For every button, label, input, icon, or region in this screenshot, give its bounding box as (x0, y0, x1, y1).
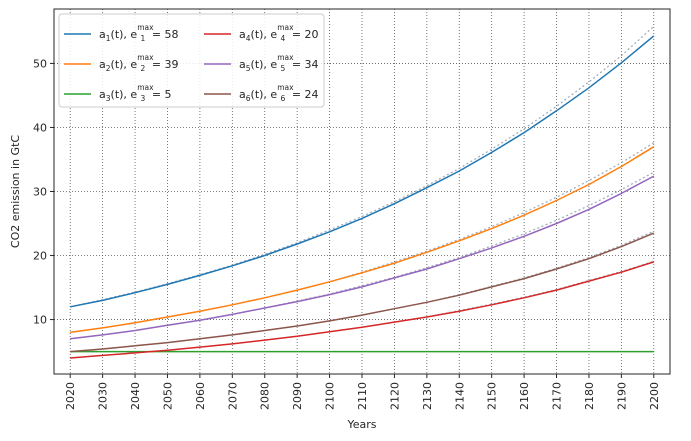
x-tick-label-2200: 2200 (648, 382, 661, 410)
legend: a1(t), emax 1 = 58 a2(t), emax 2 = 39 a3(t),… (58, 13, 325, 108)
series-line-1 (70, 35, 655, 308)
x-tick-label-2080: 2080 (259, 382, 272, 410)
x-tick-label-2030: 2030 (97, 382, 110, 410)
legend-entry-5: a5(t), emax 5 = 34 (204, 53, 319, 73)
legend-label-1: a1(t), emax 1 = 58 (99, 23, 179, 43)
y-tick-label-10: 10 (33, 314, 47, 327)
series-line-2 (70, 146, 655, 334)
y-tick-label-30: 30 (33, 186, 47, 199)
x-tick-label-2150: 2150 (486, 382, 499, 410)
y-tick-label-20: 20 (33, 250, 47, 263)
x-axis-label: Years (346, 418, 376, 431)
legend-label-4: a4(t), emax 4 = 20 (239, 23, 319, 43)
x-tick-label-2100: 2100 (324, 382, 337, 410)
x-axis-ticks: 2020 2030 2040 2050 2060 2070 2080 2090 2100 2110… (64, 374, 661, 410)
x-tick-label-2180: 2180 (583, 382, 596, 410)
legend-entry-1: a1(t), emax 1 = 58 (64, 23, 179, 43)
x-tick-label-2140: 2140 (453, 382, 466, 410)
x-tick-label-2120: 2120 (388, 382, 401, 410)
x-tick-label-2040: 2040 (129, 382, 142, 410)
x-tick-label-2160: 2160 (518, 382, 531, 410)
legend-entry-2: a2(t), emax 2 = 39 (64, 53, 179, 73)
x-tick-label-2190: 2190 (615, 382, 628, 410)
legend-entry-4: a4(t), emax 4 = 20 (204, 23, 319, 43)
x-tick-label-2050: 2050 (161, 382, 174, 410)
x-tick-label-2090: 2090 (291, 382, 304, 410)
y-axis-label: CO2 emission in GtC (9, 135, 22, 248)
y-tick-label-50: 50 (33, 57, 47, 70)
x-tick-label-2170: 2170 (551, 382, 564, 410)
legend-label-5: a5(t), emax 5 = 34 (239, 53, 319, 73)
legend-label-2: a2(t), emax 2 = 39 (99, 53, 179, 73)
legend-entry-3: a3(t), emax 3 = 5 (64, 83, 172, 103)
x-tick-label-2130: 2130 (421, 382, 434, 410)
legend-label-6: a6(t), emax 6 = 24 (239, 83, 319, 103)
series-line-5 (70, 175, 655, 340)
y-tick-label-40: 40 (33, 121, 47, 134)
series-lines (70, 35, 655, 359)
legend-label-3: a3(t), emax 3 = 5 (99, 83, 172, 103)
legend-box (58, 13, 325, 108)
legend-entry-6: a6(t), emax 6 = 24 (204, 83, 319, 103)
x-tick-label-2110: 2110 (356, 382, 369, 410)
x-tick-label-2060: 2060 (194, 382, 207, 410)
series-line-6 (70, 232, 655, 353)
x-tick-label-2020: 2020 (64, 382, 77, 410)
x-tick-label-2070: 2070 (226, 382, 239, 410)
series-line-4 (70, 261, 655, 359)
y-axis-ticks: 10 20 30 40 50 (33, 57, 54, 327)
